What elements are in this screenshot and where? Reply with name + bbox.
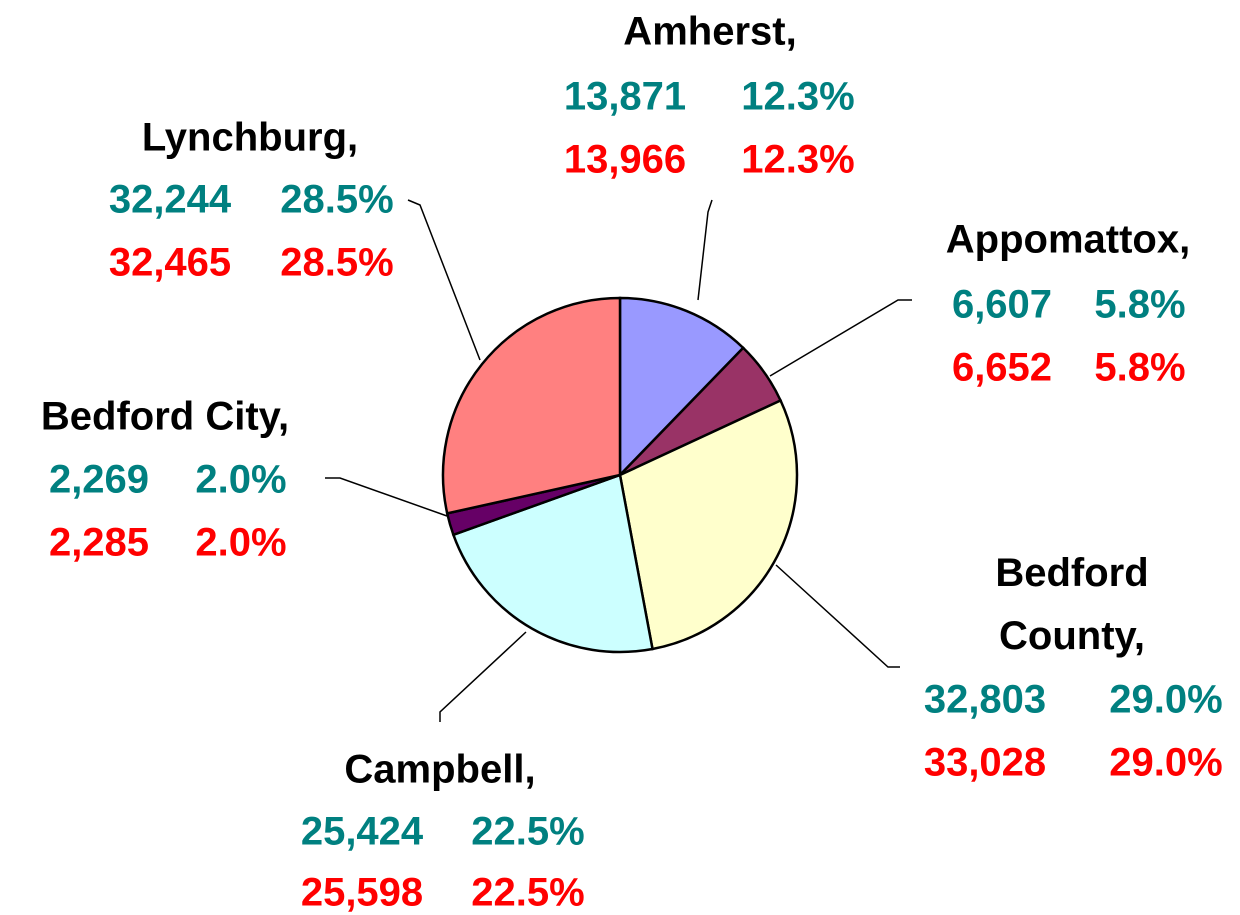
percent-label: 29.0%	[1109, 740, 1223, 785]
category-label: Amherst,	[623, 9, 797, 54]
value-label: 33,028	[923, 740, 1047, 785]
value-label: 6,607	[951, 282, 1053, 327]
value-label: 2,269	[48, 457, 150, 502]
value-label: 6,652	[951, 345, 1053, 390]
percent-label: 28.5%	[280, 177, 394, 222]
leader-line	[439, 631, 527, 722]
leader-line	[775, 564, 900, 668]
category-label: Appomattox,	[945, 217, 1191, 262]
category-label: Bedford City,	[40, 394, 290, 439]
category-label: Bedford County,	[995, 551, 1149, 658]
percent-label: 5.8%	[1094, 345, 1186, 390]
value-label: 32,803	[923, 677, 1047, 722]
percent-label: 22.5%	[471, 809, 585, 854]
value-label: 32,465	[108, 240, 232, 285]
pie-slice	[441, 296, 622, 515]
percent-label: 5.8%	[1094, 282, 1186, 327]
percent-label: 2.0%	[195, 457, 287, 502]
percent-label: 12.3%	[741, 137, 855, 182]
leader-line	[325, 477, 448, 517]
value-label: 13,871	[563, 74, 687, 119]
category-label: Lynchburg,	[141, 115, 359, 160]
category-label: Campbell,	[344, 747, 536, 792]
percent-label: 29.0%	[1109, 677, 1223, 722]
percent-label: 12.3%	[741, 74, 855, 119]
leader-line	[697, 199, 713, 301]
value-label: 32,244	[108, 177, 232, 222]
pie-slice	[618, 398, 799, 651]
pie-slice	[618, 296, 745, 479]
percent-label: 22.5%	[471, 870, 585, 915]
value-label: 25,424	[300, 809, 424, 854]
value-label: 13,966	[563, 137, 687, 182]
percent-label: 28.5%	[280, 240, 394, 285]
percent-label: 2.0%	[195, 520, 287, 565]
leader-line	[407, 199, 481, 361]
pie-slice	[451, 473, 654, 654]
value-label: 25,598	[300, 870, 424, 915]
leader-line	[769, 299, 912, 377]
value-label: 2,285	[48, 520, 150, 565]
